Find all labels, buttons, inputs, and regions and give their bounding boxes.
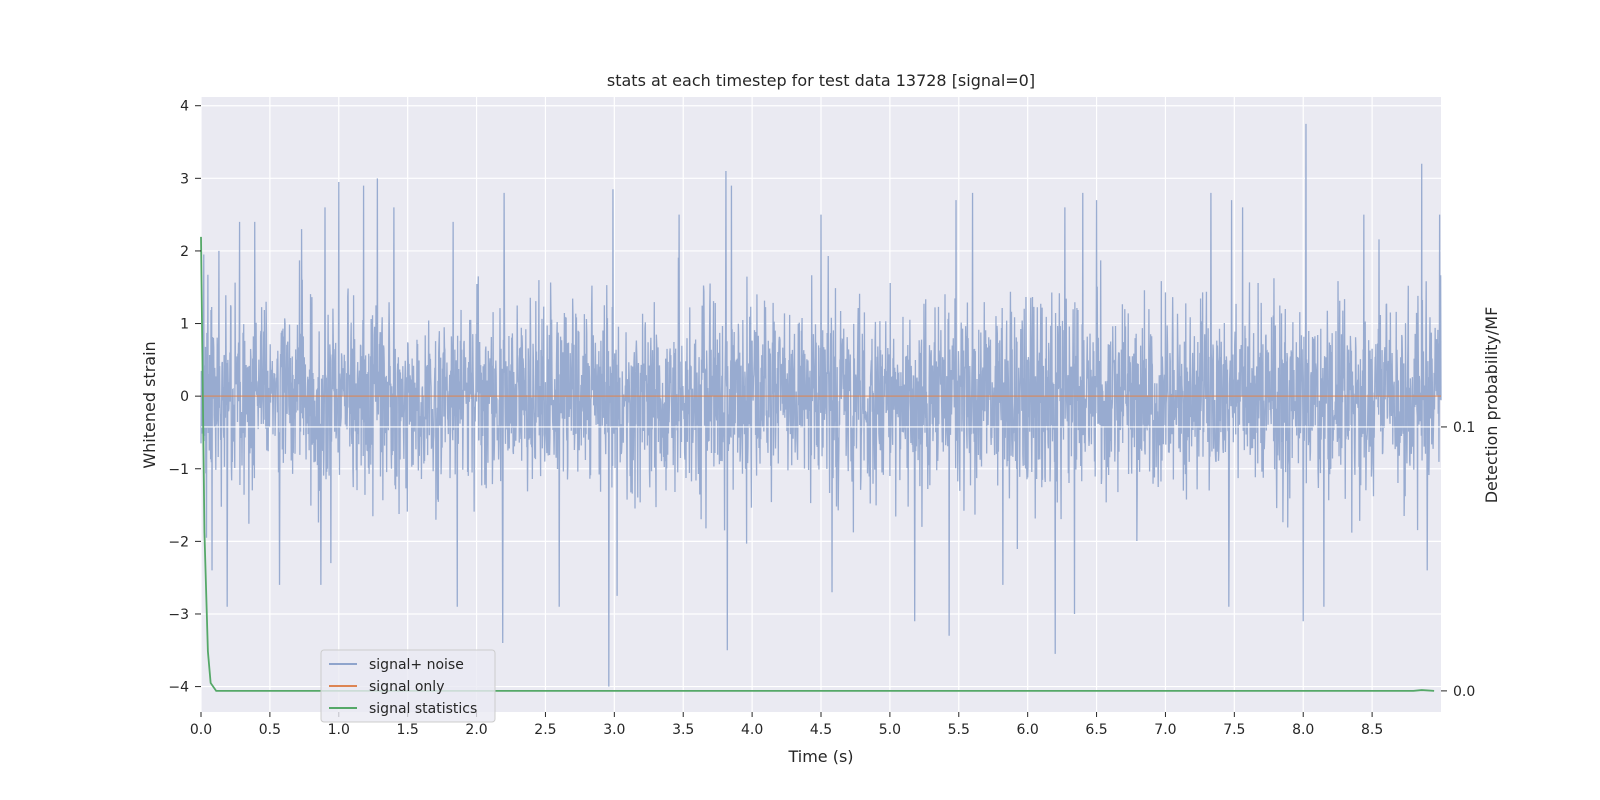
legend: signal+ noise signal only signal statist… [320, 649, 496, 723]
x-tick-label: 7.5 [1223, 722, 1245, 738]
right-y-axis-ticks: 0.1 0.0 [1441, 420, 1475, 700]
x-tick-label: 4.5 [810, 722, 832, 738]
chart-title: stats at each timestep for test data 137… [607, 71, 1035, 90]
x-tick-label: 0.0 [190, 722, 212, 738]
x-axis-ticks: 0.0 0.5 1.0 1.5 2.0 2.5 3.0 3.5 4.0 4.5 5.0 5.5 6.0 6… [190, 712, 1383, 738]
y-tick-label: 1 [180, 317, 189, 333]
y-tick-label: 2 [180, 244, 189, 260]
legend-box [320, 649, 496, 723]
x-tick-label: 1.5 [397, 722, 419, 738]
x-axis-label: Time (s) [787, 747, 853, 766]
x-tick-label: 1.0 [328, 722, 350, 738]
x-tick-label: 7.0 [1154, 722, 1176, 738]
x-tick-label: 3.5 [672, 722, 694, 738]
x-tick-label: 2.0 [465, 722, 487, 738]
signal-statistics-line [200, 236, 1435, 692]
y-tick-label: −1 [168, 462, 189, 478]
y-tick-label: 0 [180, 389, 189, 405]
signal-plus-noise-line [200, 123, 1442, 687]
series-signal-plus-noise [200, 123, 1442, 687]
x-tick-label: 0.5 [259, 722, 281, 738]
y-axis-label: Whitened strain [140, 341, 159, 468]
right-y-tick-label: 0.0 [1453, 684, 1475, 700]
y-axis-ticks: 4 3 2 1 0 −1 −2 −3 −4 [168, 99, 201, 696]
y-tick-label: 3 [180, 171, 189, 187]
x-tick-label: 6.5 [1085, 722, 1107, 738]
x-tick-label: 8.5 [1361, 722, 1383, 738]
x-tick-label: 2.5 [534, 722, 556, 738]
x-tick-label: 3.0 [603, 722, 625, 738]
x-tick-label: 8.0 [1292, 722, 1314, 738]
y-tick-label: 4 [180, 99, 189, 115]
x-tick-label: 6.0 [1017, 722, 1039, 738]
y-tick-label: −4 [168, 680, 189, 696]
x-tick-label: 5.5 [948, 722, 970, 738]
series-signal-statistics [200, 236, 1435, 692]
legend-entry-signal-statistics: signal statistics [369, 701, 477, 717]
right-y-axis-label: Detection probability/MF [1482, 307, 1501, 504]
legend-entry-signal-only: signal only [369, 679, 444, 695]
x-tick-label: 5.0 [879, 722, 901, 738]
y-tick-label: −3 [168, 607, 189, 623]
x-tick-label: 4.0 [741, 722, 763, 738]
y-tick-label: −2 [168, 534, 189, 550]
right-y-tick-label: 0.1 [1453, 420, 1475, 436]
legend-entry-signal-plus-noise: signal+ noise [369, 657, 464, 673]
